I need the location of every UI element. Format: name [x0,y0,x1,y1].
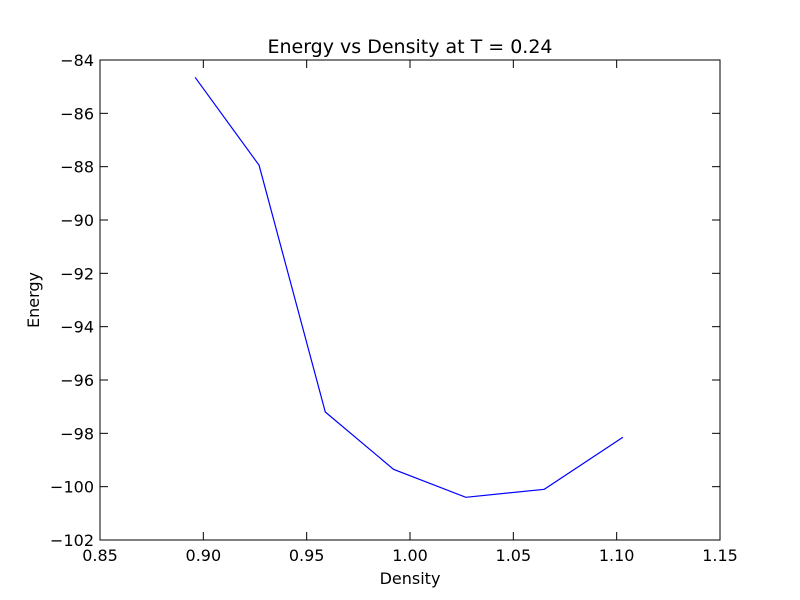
x-tick-label: 1.05 [496,546,532,565]
x-tick-label: 0.85 [82,546,118,565]
series-line [194,76,624,498]
x-tick-label: 0.95 [289,546,325,565]
y-tick-label: −94 [60,318,94,337]
series-group [194,76,624,498]
y-tick-label: −92 [60,264,94,283]
y-axis-label: Energy [24,272,43,328]
x-tick-label: 1.10 [599,546,635,565]
y-tick-label: −90 [60,211,94,230]
x-tick-label: 1.15 [702,546,738,565]
y-tick-label: −86 [60,104,94,123]
y-tick-label: −100 [50,478,94,497]
x-tick-label: 0.90 [186,546,222,565]
y-tick-label: −96 [60,371,94,390]
y-tick-label: −84 [60,51,94,70]
x-axis-label: Density [380,569,441,588]
x-tick-label: 1.00 [392,546,428,565]
plot-frame [99,59,721,541]
y-tick-label: −102 [50,531,94,550]
ticks-group: 0.85 0.90 0.95 1.00 1.05 1.10 1.15 −84 −86 −88 −90… [50,51,738,565]
chart-title: Energy vs Density at T = 0.24 [267,36,552,58]
y-tick-label: −88 [60,158,94,177]
y-tick-label: −98 [60,424,94,443]
